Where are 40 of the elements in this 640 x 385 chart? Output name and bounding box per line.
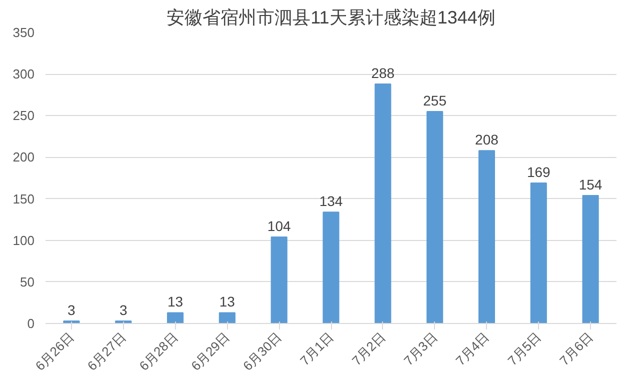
x-tick-label: 7月3日 xyxy=(400,329,440,368)
x-tick-label: 7月6日 xyxy=(556,329,596,368)
bar xyxy=(582,194,599,324)
x-tick-label: 6月30日 xyxy=(240,329,284,374)
x-tick-label: 6月29日 xyxy=(188,329,232,374)
data-label: 3 xyxy=(68,302,76,318)
x-tick-label: 7月2日 xyxy=(348,329,388,368)
y-tick-label: 250 xyxy=(12,108,35,124)
data-label: 208 xyxy=(475,132,499,148)
x-tick-label: 6月27日 xyxy=(84,329,129,374)
x-tick-label: 7月5日 xyxy=(504,329,544,368)
data-label: 255 xyxy=(423,92,447,108)
data-label: 13 xyxy=(167,294,184,310)
data-label: 134 xyxy=(319,193,343,210)
data-label: 169 xyxy=(526,164,551,180)
bar xyxy=(478,150,496,324)
bar xyxy=(322,212,340,324)
x-tick-label: 7月1日 xyxy=(297,329,336,368)
x-tick-label: 7月4日 xyxy=(452,329,492,368)
y-tick-label: 0 xyxy=(27,316,35,331)
chart-title: 安徽省宿州市泗县11天累计感染超1344例 xyxy=(166,8,496,28)
bar xyxy=(166,312,184,324)
bar xyxy=(374,84,392,324)
y-tick-label: 350 xyxy=(12,25,35,40)
data-label: 154 xyxy=(578,176,602,192)
data-label: 104 xyxy=(267,218,291,234)
data-label: 13 xyxy=(219,294,236,310)
bar xyxy=(218,312,236,324)
x-tick-label: 6月26日 xyxy=(32,329,77,374)
bar xyxy=(270,236,288,324)
data-label: 288 xyxy=(371,65,395,82)
y-tick-label: 150 xyxy=(12,191,35,206)
bar xyxy=(530,182,547,324)
y-tick-label: 50 xyxy=(20,274,35,290)
data-label: 3 xyxy=(119,302,128,318)
y-tick-label: 100 xyxy=(12,232,35,248)
bar xyxy=(426,110,444,324)
x-tick-label: 6月28日 xyxy=(136,329,181,374)
y-tick-label: 300 xyxy=(12,66,35,82)
y-tick-label: 200 xyxy=(12,150,35,165)
